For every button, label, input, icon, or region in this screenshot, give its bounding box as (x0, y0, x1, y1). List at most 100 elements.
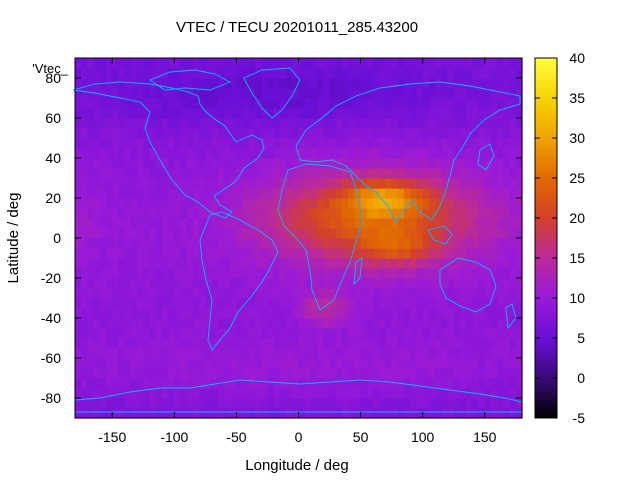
heatmap-cell (410, 238, 418, 249)
heatmap-cell (341, 88, 349, 99)
heatmap-cell (515, 88, 523, 99)
heatmap-cell (503, 388, 511, 399)
heatmap-cell (515, 138, 523, 149)
heatmap-cell (211, 168, 219, 179)
heatmap-cell (267, 88, 275, 99)
heatmap-cell (192, 208, 200, 219)
heatmap-cell (478, 108, 486, 119)
heatmap-cell (81, 228, 89, 239)
heatmap-cell (261, 148, 269, 159)
heatmap-cell (118, 238, 126, 249)
heatmap-cell (410, 68, 418, 79)
heatmap-cell (261, 348, 269, 359)
heatmap-cell (279, 278, 287, 289)
heatmap-cell (466, 108, 473, 119)
heatmap-cell (453, 348, 461, 359)
heatmap-cell (279, 158, 287, 169)
heatmap-cell (137, 108, 144, 119)
heatmap-cell (317, 298, 324, 309)
heatmap-cell (298, 178, 306, 189)
heatmap-cell (428, 388, 436, 399)
heatmap-cell (236, 248, 244, 259)
heatmap-cell (261, 58, 269, 69)
heatmap-cell (341, 348, 349, 359)
heatmap-cell (93, 408, 101, 419)
heatmap-cell (149, 138, 157, 149)
heatmap-cell (509, 228, 517, 239)
heatmap-cell (391, 68, 399, 79)
heatmap-cell (186, 308, 194, 319)
heatmap-cell (242, 368, 250, 379)
heatmap-cell (354, 298, 362, 309)
heatmap-cell (279, 208, 287, 219)
heatmap-cell (428, 258, 436, 269)
heatmap-cell (472, 238, 480, 249)
heatmap-cell (186, 118, 194, 129)
heatmap-cell (279, 248, 287, 259)
heatmap-cell (205, 358, 213, 369)
heatmap-cell (75, 58, 82, 69)
heatmap-cell (279, 88, 287, 99)
heatmap-cell (354, 198, 362, 209)
heatmap-cell (335, 368, 343, 379)
heatmap-cell (99, 138, 107, 149)
heatmap-cell (453, 158, 461, 169)
heatmap-cell (75, 238, 82, 249)
heatmap-cell (87, 98, 95, 109)
heatmap-cell (217, 58, 225, 69)
heatmap-cell (130, 108, 138, 119)
heatmap-cell (199, 148, 206, 159)
heatmap-cell (205, 128, 213, 139)
heatmap-cell (174, 408, 182, 419)
heatmap-cell (286, 128, 293, 139)
heatmap-cell (304, 138, 312, 149)
heatmap-cell (397, 208, 405, 219)
heatmap-cell (93, 128, 101, 139)
heatmap-cell (404, 228, 411, 239)
heatmap-cell (348, 268, 355, 279)
heatmap-cell (515, 68, 523, 79)
heatmap-cell (118, 108, 126, 119)
heatmap-cell (416, 318, 424, 329)
heatmap-cell (192, 118, 200, 129)
heatmap-cell (161, 88, 169, 99)
heatmap-cell (230, 288, 238, 299)
heatmap-cell (168, 318, 175, 329)
heatmap-cell (422, 218, 430, 229)
heatmap-cell (211, 228, 219, 239)
heatmap-cell (416, 338, 424, 349)
heatmap-cell (81, 258, 89, 269)
heatmap-cell (441, 108, 449, 119)
heatmap-cell (205, 168, 213, 179)
heatmap-cell (199, 298, 206, 309)
heatmap-cell (484, 148, 492, 159)
heatmap-cell (87, 318, 95, 329)
heatmap-cell (230, 358, 238, 369)
heatmap-cell (273, 108, 281, 119)
heatmap-cell (236, 318, 244, 329)
heatmap-cell (373, 198, 380, 209)
heatmap-cell (87, 68, 95, 79)
heatmap-cell (137, 308, 144, 319)
heatmap-cell (490, 88, 498, 99)
heatmap-cell (484, 228, 492, 239)
heatmap-cell (490, 138, 498, 149)
heatmap-cell (410, 318, 418, 329)
heatmap-cell (112, 118, 120, 129)
heatmap-cell (441, 348, 449, 359)
heatmap-cell (130, 268, 138, 279)
heatmap-cell (478, 298, 486, 309)
heatmap-cell (478, 188, 486, 199)
y-tick-label: -40 (41, 310, 61, 326)
heatmap-cell (341, 148, 349, 159)
heatmap-cell (286, 188, 293, 199)
heatmap-cell (137, 198, 144, 209)
heatmap-cell (348, 178, 355, 189)
heatmap-cell (397, 278, 405, 289)
heatmap-cell (267, 58, 275, 69)
heatmap-cell (515, 178, 523, 189)
heatmap-cell (99, 208, 107, 219)
heatmap-cell (155, 348, 163, 359)
heatmap-cell (509, 268, 517, 279)
heatmap-cell (168, 148, 175, 159)
